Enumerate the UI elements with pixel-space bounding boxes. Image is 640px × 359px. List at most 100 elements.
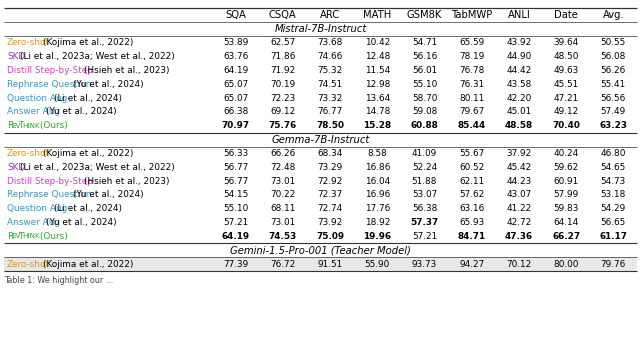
Text: (Yu et al., 2024): (Yu et al., 2024) bbox=[46, 107, 117, 116]
Text: SKD: SKD bbox=[7, 52, 25, 61]
Text: 50.55: 50.55 bbox=[601, 38, 626, 47]
Text: (Yu et al., 2024): (Yu et al., 2024) bbox=[73, 190, 143, 199]
Text: (Li et al., 2023a; West et al., 2022): (Li et al., 2023a; West et al., 2022) bbox=[20, 52, 175, 61]
Text: EV: EV bbox=[12, 123, 21, 129]
Text: 70.97: 70.97 bbox=[221, 121, 250, 130]
Text: Date: Date bbox=[554, 10, 578, 20]
Text: 54.71: 54.71 bbox=[412, 38, 437, 47]
Text: (Ours): (Ours) bbox=[36, 121, 68, 130]
Text: 49.63: 49.63 bbox=[554, 66, 579, 75]
Text: 16.04: 16.04 bbox=[365, 177, 390, 186]
Text: 41.22: 41.22 bbox=[506, 204, 532, 213]
Text: 49.12: 49.12 bbox=[554, 107, 579, 116]
Text: 75.32: 75.32 bbox=[317, 66, 342, 75]
Text: R: R bbox=[7, 121, 13, 130]
Text: Zero-shot: Zero-shot bbox=[7, 149, 50, 158]
Text: 61.17: 61.17 bbox=[600, 232, 627, 241]
Text: (Li et al., 2024): (Li et al., 2024) bbox=[54, 204, 122, 213]
Text: 73.92: 73.92 bbox=[317, 218, 342, 227]
Text: 18.92: 18.92 bbox=[365, 218, 390, 227]
Text: 57.37: 57.37 bbox=[410, 218, 438, 227]
Text: EV: EV bbox=[12, 233, 21, 239]
Text: 12.98: 12.98 bbox=[365, 80, 390, 89]
Text: 45.01: 45.01 bbox=[506, 107, 532, 116]
Text: 56.77: 56.77 bbox=[223, 163, 248, 172]
Text: Answer Aug: Answer Aug bbox=[7, 218, 60, 227]
Text: SKD: SKD bbox=[7, 163, 25, 172]
Text: 56.77: 56.77 bbox=[223, 177, 248, 186]
Text: 54.29: 54.29 bbox=[601, 204, 626, 213]
Text: 19.96: 19.96 bbox=[364, 232, 391, 241]
Text: 51.88: 51.88 bbox=[412, 177, 437, 186]
Text: Mistral-7B-Instruct: Mistral-7B-Instruct bbox=[275, 24, 367, 34]
Text: T: T bbox=[18, 232, 24, 241]
Text: 75.09: 75.09 bbox=[316, 232, 344, 241]
Text: 42.72: 42.72 bbox=[506, 218, 532, 227]
Text: 64.19: 64.19 bbox=[221, 232, 250, 241]
Text: 55.10: 55.10 bbox=[412, 80, 437, 89]
Text: 75.76: 75.76 bbox=[269, 121, 297, 130]
Text: 56.01: 56.01 bbox=[412, 66, 437, 75]
Text: 17.76: 17.76 bbox=[365, 204, 390, 213]
Text: 54.15: 54.15 bbox=[223, 190, 248, 199]
Text: 43.07: 43.07 bbox=[506, 190, 532, 199]
Text: 63.23: 63.23 bbox=[600, 121, 627, 130]
Text: 65.07: 65.07 bbox=[223, 80, 248, 89]
Text: 72.23: 72.23 bbox=[270, 94, 296, 103]
Text: 77.39: 77.39 bbox=[223, 260, 248, 269]
Text: 66.26: 66.26 bbox=[270, 149, 296, 158]
Text: Gemini-1.5-Pro-001 (Teacher Model): Gemini-1.5-Pro-001 (Teacher Model) bbox=[230, 245, 411, 255]
Text: 69.12: 69.12 bbox=[270, 107, 296, 116]
Text: 43.92: 43.92 bbox=[506, 38, 532, 47]
Text: 78.19: 78.19 bbox=[459, 52, 484, 61]
Text: 85.44: 85.44 bbox=[458, 121, 486, 130]
Text: 57.49: 57.49 bbox=[601, 107, 626, 116]
Text: (Ours): (Ours) bbox=[36, 232, 68, 241]
Text: (Kojima et al., 2022): (Kojima et al., 2022) bbox=[42, 38, 133, 47]
Text: 73.32: 73.32 bbox=[317, 94, 342, 103]
Text: 45.42: 45.42 bbox=[506, 163, 532, 172]
Text: 74.53: 74.53 bbox=[269, 232, 297, 241]
Text: 44.42: 44.42 bbox=[506, 66, 532, 75]
Text: 79.67: 79.67 bbox=[459, 107, 484, 116]
Text: 70.22: 70.22 bbox=[270, 190, 296, 199]
Text: 65.93: 65.93 bbox=[459, 218, 484, 227]
Text: 64.19: 64.19 bbox=[223, 66, 248, 75]
Text: 42.20: 42.20 bbox=[506, 94, 532, 103]
Text: 44.90: 44.90 bbox=[506, 52, 532, 61]
Text: 76.78: 76.78 bbox=[459, 66, 484, 75]
Text: 57.62: 57.62 bbox=[459, 190, 484, 199]
Text: 65.59: 65.59 bbox=[459, 38, 484, 47]
Text: Zero-shot: Zero-shot bbox=[7, 38, 50, 47]
Text: 72.92: 72.92 bbox=[317, 177, 342, 186]
Text: 41.09: 41.09 bbox=[412, 149, 437, 158]
Text: 13.64: 13.64 bbox=[365, 94, 390, 103]
Text: Avg.: Avg. bbox=[602, 10, 624, 20]
Text: (Hsieh et al., 2023): (Hsieh et al., 2023) bbox=[84, 177, 170, 186]
Text: 56.38: 56.38 bbox=[412, 204, 437, 213]
Text: 63.76: 63.76 bbox=[223, 52, 248, 61]
Text: (Yu et al., 2024): (Yu et al., 2024) bbox=[46, 218, 117, 227]
Text: 80.11: 80.11 bbox=[459, 94, 484, 103]
Text: (Li et al., 2024): (Li et al., 2024) bbox=[54, 94, 122, 103]
Text: CSQA: CSQA bbox=[269, 10, 297, 20]
Text: (Yu et al., 2024): (Yu et al., 2024) bbox=[73, 80, 143, 89]
Text: R: R bbox=[7, 232, 13, 241]
Text: 74.51: 74.51 bbox=[317, 80, 342, 89]
Text: 73.01: 73.01 bbox=[270, 218, 296, 227]
Text: 47.36: 47.36 bbox=[505, 232, 533, 241]
Text: 56.33: 56.33 bbox=[223, 149, 248, 158]
Text: 76.72: 76.72 bbox=[270, 260, 296, 269]
Text: 71.92: 71.92 bbox=[270, 66, 296, 75]
Text: 46.80: 46.80 bbox=[601, 149, 626, 158]
Text: 84.71: 84.71 bbox=[458, 232, 486, 241]
Text: 48.58: 48.58 bbox=[505, 121, 533, 130]
Text: SQA: SQA bbox=[225, 10, 246, 20]
Text: 55.67: 55.67 bbox=[459, 149, 484, 158]
Text: 56.65: 56.65 bbox=[601, 218, 626, 227]
Text: 62.57: 62.57 bbox=[270, 38, 296, 47]
Text: 66.38: 66.38 bbox=[223, 107, 248, 116]
Text: 53.89: 53.89 bbox=[223, 38, 248, 47]
Text: MATH: MATH bbox=[363, 10, 392, 20]
Text: 11.54: 11.54 bbox=[365, 66, 390, 75]
